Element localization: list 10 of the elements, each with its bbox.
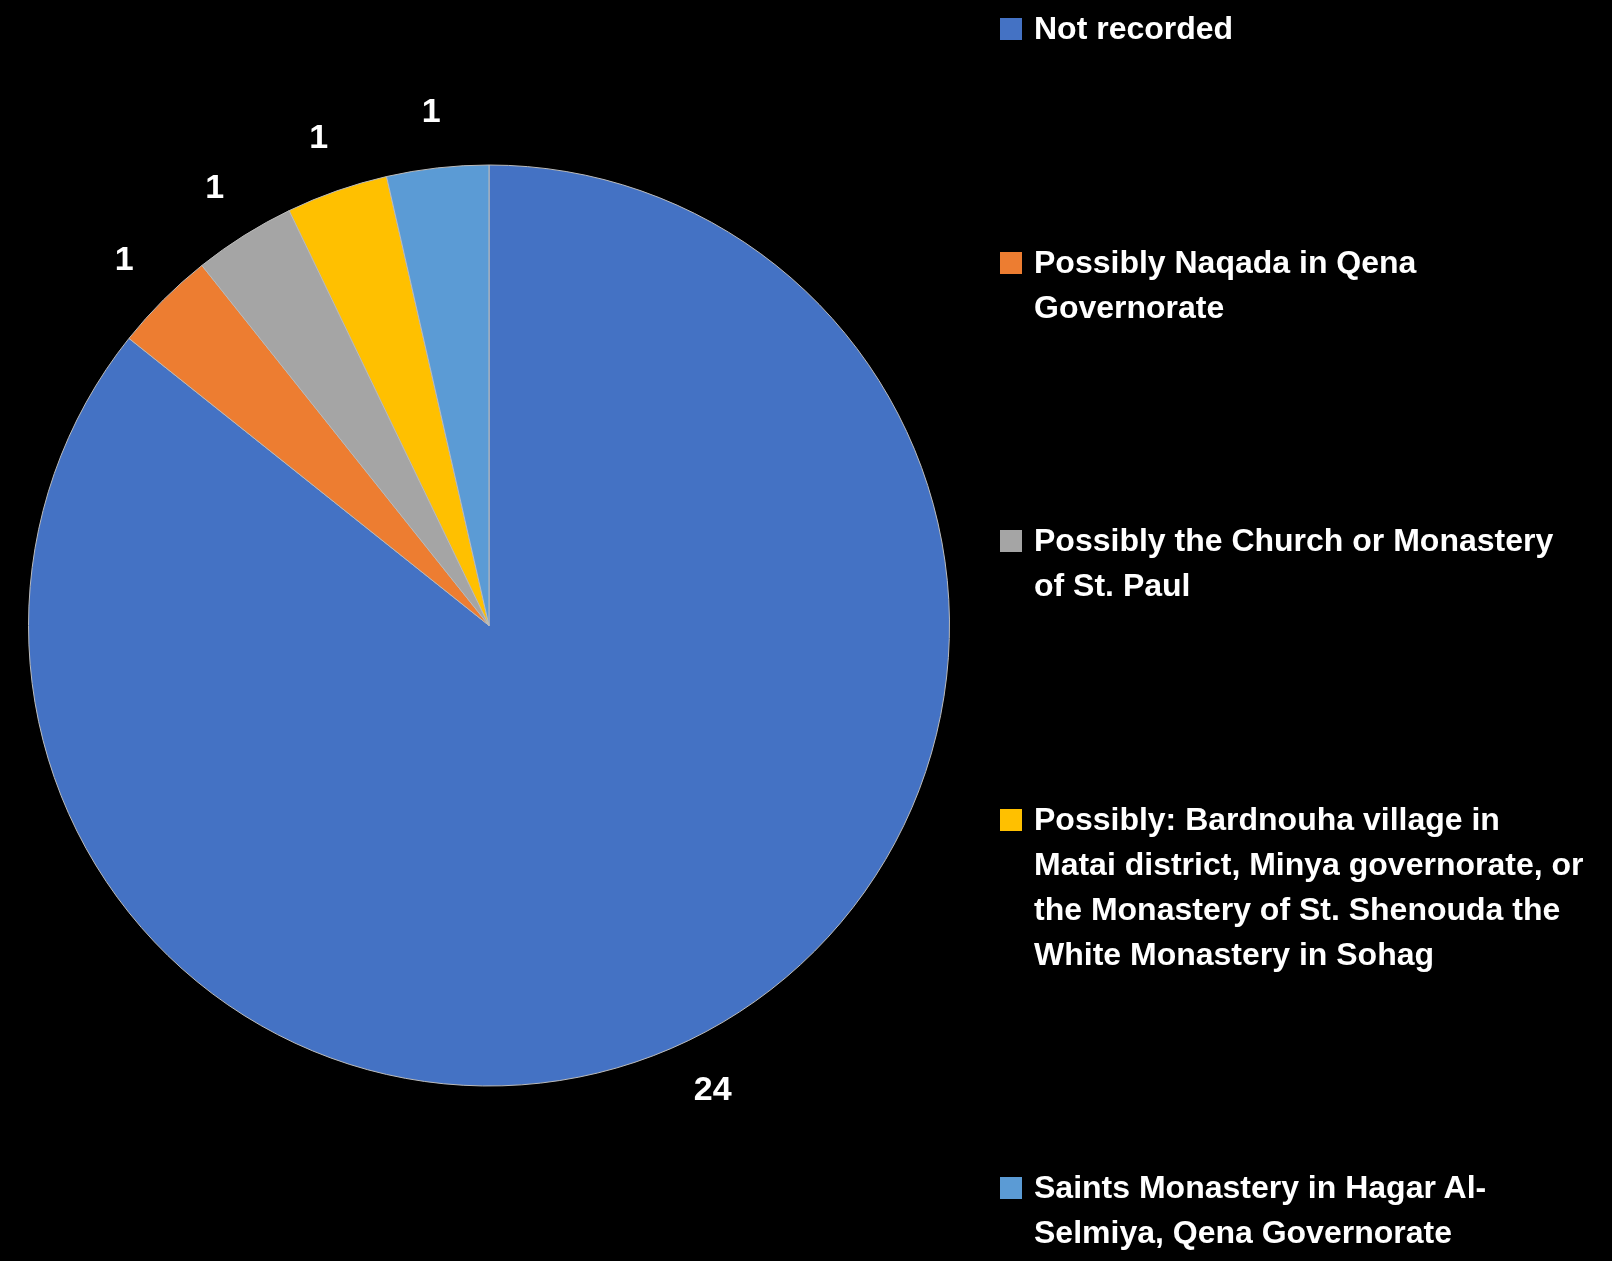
legend-label: Possibly the Church or Monastery of St. Paul: [1034, 521, 1555, 606]
data-label: 1: [205, 167, 225, 206]
data-label: 1: [114, 239, 134, 278]
legend-label: Possibly: Bardnouha village in Matai district, Minya governorate, or the Monastery of St. Shenouda the White Monastery in Sohag: [1034, 800, 1585, 974]
legend-label: Not recorded: [1034, 9, 1234, 48]
data-label: 1: [309, 117, 329, 156]
legend-label: Saints Monastery in Hagar Al-Selmiya, Qena Governorate: [1034, 1168, 1488, 1253]
legend-label: Possibly Naqada in Qena Governorate: [1034, 242, 1418, 327]
data-label: 24: [693, 1068, 732, 1107]
data-label: 1: [421, 91, 441, 130]
